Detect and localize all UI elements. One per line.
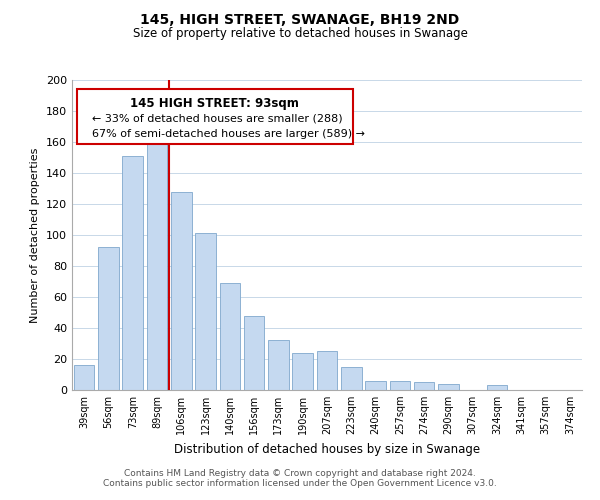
Bar [146, 134, 167, 390]
Bar [74, 365, 94, 390]
Bar [317, 351, 337, 390]
Text: 67% of semi-detached houses are larger (589) →: 67% of semi-detached houses are larger (… [92, 129, 365, 139]
Bar [244, 316, 265, 390]
Bar [195, 234, 216, 390]
Text: ← 33% of detached houses are smaller (288): ← 33% of detached houses are smaller (28… [92, 114, 343, 124]
Bar [220, 283, 240, 390]
Bar [389, 380, 410, 390]
Bar [122, 156, 143, 390]
Bar [292, 353, 313, 390]
Text: 145, HIGH STREET, SWANAGE, BH19 2ND: 145, HIGH STREET, SWANAGE, BH19 2ND [140, 12, 460, 26]
Text: Size of property relative to detached houses in Swanage: Size of property relative to detached ho… [133, 28, 467, 40]
Bar [487, 386, 508, 390]
Bar [438, 384, 459, 390]
Text: 145 HIGH STREET: 93sqm: 145 HIGH STREET: 93sqm [130, 97, 299, 110]
Y-axis label: Number of detached properties: Number of detached properties [31, 148, 40, 322]
Bar [171, 192, 191, 390]
Text: Contains public sector information licensed under the Open Government Licence v3: Contains public sector information licen… [103, 478, 497, 488]
Bar [414, 382, 434, 390]
Bar [365, 380, 386, 390]
FancyBboxPatch shape [77, 90, 353, 144]
Bar [98, 248, 119, 390]
X-axis label: Distribution of detached houses by size in Swanage: Distribution of detached houses by size … [174, 442, 480, 456]
Bar [341, 367, 362, 390]
Text: Contains HM Land Registry data © Crown copyright and database right 2024.: Contains HM Land Registry data © Crown c… [124, 468, 476, 477]
Bar [268, 340, 289, 390]
